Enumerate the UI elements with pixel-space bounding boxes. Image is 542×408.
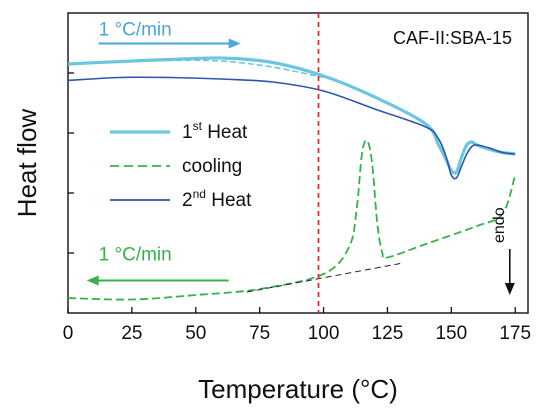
series-line-heat2 bbox=[67, 76, 516, 180]
cooling-arrowhead-icon bbox=[86, 275, 99, 286]
series-line-baseline-extrapolation bbox=[246, 263, 401, 293]
x-tick-label: 100 bbox=[308, 323, 340, 344]
annotation-endo: endo bbox=[491, 207, 508, 243]
x-tick-label: 0 bbox=[63, 323, 74, 344]
legend-label-heat2: 2nd Heat bbox=[182, 187, 252, 211]
x-tick-label: 150 bbox=[435, 323, 467, 344]
series-line-cooling bbox=[67, 139, 517, 301]
x-tick-label: 125 bbox=[372, 323, 404, 344]
x-tick-label: 50 bbox=[185, 323, 206, 344]
x-tick-label: 25 bbox=[121, 323, 142, 344]
annotations: 1 °C/min 1 °C/min endo bbox=[86, 20, 515, 295]
legend-label-heat1: 1st Heat bbox=[182, 119, 248, 143]
chart-title: CAF-II:SBA-15 bbox=[393, 28, 512, 48]
series-line-heat1 bbox=[67, 56, 516, 175]
x-tick-label: 75 bbox=[249, 323, 270, 344]
axis-ticks: 0 25 50 75 100 125 150 175 bbox=[63, 72, 531, 344]
legend-label-cooling: cooling bbox=[182, 156, 242, 177]
series-line-heat1-dashed-segment bbox=[67, 59, 324, 79]
annotation-heating-rate: 1 °C/min bbox=[99, 20, 172, 41]
annotation-cooling-rate: 1 °C/min bbox=[99, 245, 172, 266]
y-axis-label: Heat flow bbox=[12, 109, 42, 218]
x-tick-label: 175 bbox=[499, 323, 531, 344]
legend: 1st Heat cooling 2nd Heat bbox=[110, 119, 252, 211]
series-group bbox=[67, 56, 517, 301]
heating-arrowhead-icon bbox=[228, 38, 241, 49]
plot-frame bbox=[67, 12, 529, 314]
endo-arrowhead-icon bbox=[504, 283, 515, 295]
x-axis-label: Temperature (°C) bbox=[198, 374, 398, 404]
